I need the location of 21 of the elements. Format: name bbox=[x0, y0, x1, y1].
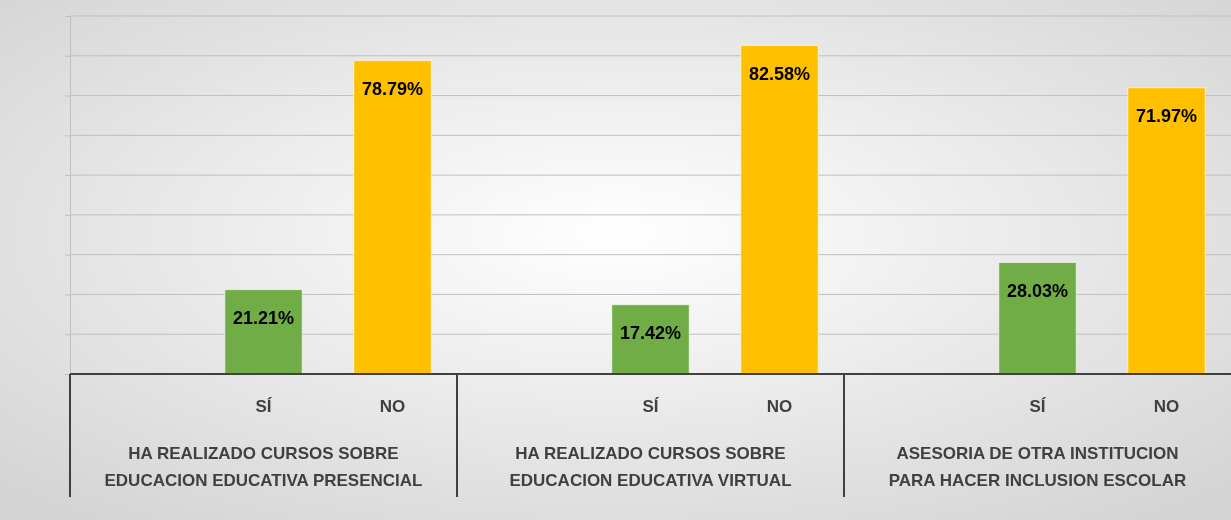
text: NO bbox=[766, 397, 793, 416]
bar bbox=[1127, 87, 1206, 375]
series-label: SÍ bbox=[255, 397, 273, 416]
x-tick-label: ASESORIA DE OTRA INSTITUCION PARA HACER INCLUSION ESCOLAR bbox=[888, 444, 1187, 490]
data-label: 78.79% bbox=[361, 78, 424, 99]
x-tick-label: HA REALIZADO CURSOS SOBRE EDUCACION EDUCATIVA VIRTUAL bbox=[509, 444, 792, 490]
bar bbox=[740, 45, 819, 375]
text: NO bbox=[1153, 397, 1180, 416]
text: SÍ bbox=[1029, 397, 1046, 416]
bar bbox=[998, 262, 1077, 375]
series-label: NO bbox=[379, 397, 406, 416]
bar bbox=[611, 304, 690, 375]
data-label: 21.21% bbox=[232, 307, 295, 328]
x-tick-label: HA REALIZADO CURSOS SOBRE EDUCACION EDUCATIVA PRESENCIAL bbox=[104, 444, 423, 490]
data-label: 17.42% bbox=[619, 322, 682, 343]
data-label: 82.58% bbox=[748, 63, 811, 84]
bar bbox=[353, 60, 432, 375]
data-label: 28.03% bbox=[1006, 280, 1069, 301]
text: SÍ bbox=[642, 397, 659, 416]
bar bbox=[224, 289, 303, 375]
data-label: 71.97% bbox=[1135, 105, 1198, 126]
